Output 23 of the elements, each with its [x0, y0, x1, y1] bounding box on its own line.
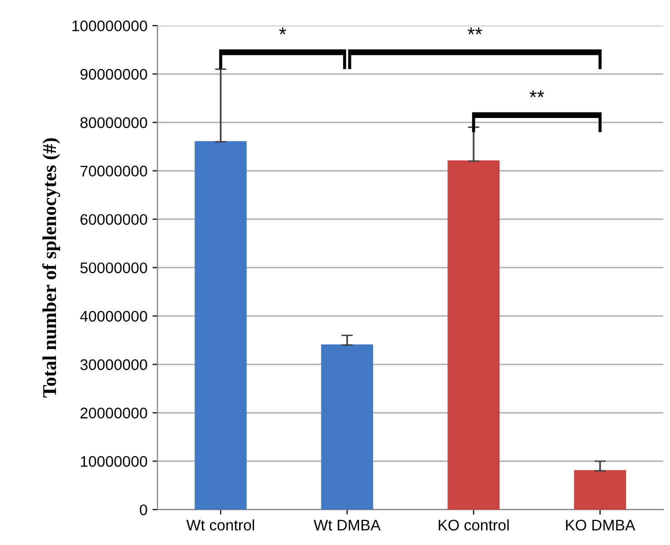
bar [448, 160, 500, 510]
x-tick-label: Wt control [186, 519, 254, 531]
bar [194, 141, 247, 510]
y-tick-label: 80000000 [80, 117, 148, 128]
annotation: ** [530, 90, 544, 98]
y-tick-label: 70000000 [80, 166, 148, 176]
x-tick-label: KO DMBA [566, 520, 636, 531]
y-tick-label: 60000000 [80, 214, 148, 225]
bar [574, 470, 626, 510]
x-tick-label: KO control [438, 519, 509, 531]
x-tick-label: Wt DMBA [314, 520, 381, 530]
y-axis-title: Total number of splenocytes (#) [42, 138, 60, 398]
y-tick-label: 30000000 [80, 359, 148, 370]
y-tick-label: 90000000 [80, 68, 148, 80]
bar [321, 344, 374, 510]
y-tick-label: 40000000 [80, 310, 148, 322]
annotation: * [279, 28, 286, 34]
y-tick-label: 0 [140, 504, 148, 516]
annotation: ** [468, 28, 482, 34]
y-tick-label: 10000000 [80, 456, 148, 467]
y-tick-label: 100000000 [72, 20, 148, 32]
y-tick-label: 50000000 [80, 262, 148, 274]
y-tick-label: 20000000 [80, 408, 148, 418]
